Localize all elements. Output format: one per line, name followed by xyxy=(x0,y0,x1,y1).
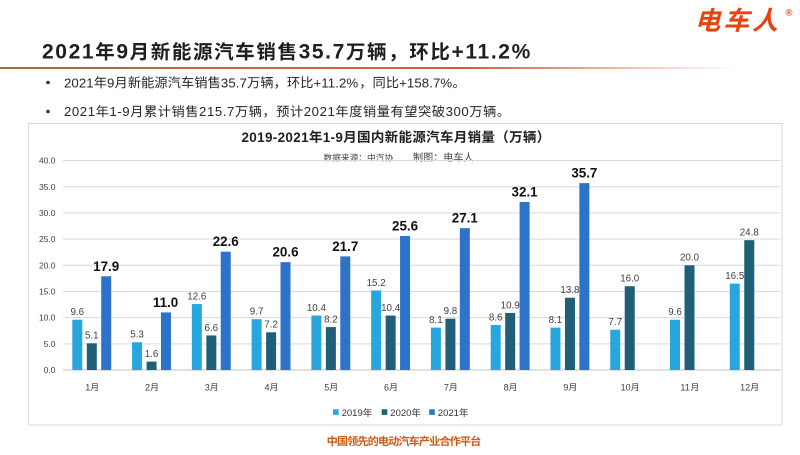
svg-text:+11.2%: +11.2% xyxy=(314,75,359,90)
svg-text:2019-2021: 2019-2021 xyxy=(241,130,309,145)
svg-text:10.0: 10.0 xyxy=(39,313,56,323)
svg-text:9.6: 9.6 xyxy=(668,307,682,318)
svg-text:8.1: 8.1 xyxy=(429,315,443,326)
svg-text:0.0: 0.0 xyxy=(44,365,56,375)
svg-text:9: 9 xyxy=(563,382,568,392)
svg-text:1.6: 1.6 xyxy=(145,349,159,360)
svg-text:17.9: 17.9 xyxy=(93,259,119,274)
svg-text:7.2: 7.2 xyxy=(264,320,278,331)
svg-text:40.0: 40.0 xyxy=(39,156,56,166)
svg-text:5.1: 5.1 xyxy=(85,331,99,342)
svg-text:35.0: 35.0 xyxy=(39,182,56,192)
svg-text:6.6: 6.6 xyxy=(205,323,219,334)
svg-text:215.7: 215.7 xyxy=(199,104,235,119)
svg-text:4: 4 xyxy=(265,382,270,392)
svg-text:9: 9 xyxy=(116,41,129,64)
svg-text:13.8: 13.8 xyxy=(560,285,580,296)
svg-text:2021: 2021 xyxy=(42,41,95,64)
svg-text:35.7: 35.7 xyxy=(221,75,247,90)
svg-text:6: 6 xyxy=(384,382,389,392)
svg-text:1: 1 xyxy=(85,382,90,392)
svg-text:9.6: 9.6 xyxy=(70,307,84,318)
svg-text:16.5: 16.5 xyxy=(725,271,745,282)
svg-text:8.2: 8.2 xyxy=(324,314,338,325)
svg-text:22.6: 22.6 xyxy=(213,234,239,249)
svg-text:35.7: 35.7 xyxy=(299,41,346,64)
svg-text:12.6: 12.6 xyxy=(187,291,207,302)
svg-text:5.0: 5.0 xyxy=(44,339,56,349)
svg-text:10.4: 10.4 xyxy=(381,303,401,314)
svg-text:12: 12 xyxy=(740,382,750,392)
svg-text:2019: 2019 xyxy=(342,408,363,419)
svg-text:8.1: 8.1 xyxy=(549,315,563,326)
svg-text:5.3: 5.3 xyxy=(130,330,144,341)
svg-text:2021: 2021 xyxy=(438,408,459,419)
svg-text:2: 2 xyxy=(145,382,150,392)
svg-text:10.9: 10.9 xyxy=(501,300,520,311)
svg-text:8.6: 8.6 xyxy=(489,312,503,323)
svg-text:10.4: 10.4 xyxy=(307,303,327,314)
svg-text:25.6: 25.6 xyxy=(392,218,418,233)
svg-text:1-9: 1-9 xyxy=(109,104,130,119)
svg-text:32.1: 32.1 xyxy=(512,184,539,199)
svg-text:3: 3 xyxy=(205,382,210,392)
svg-text:15.2: 15.2 xyxy=(367,278,386,289)
svg-text:16.0: 16.0 xyxy=(620,274,640,285)
svg-text:5: 5 xyxy=(324,382,329,392)
svg-text:8: 8 xyxy=(504,382,509,392)
svg-text:20.0: 20.0 xyxy=(680,253,700,264)
svg-text:®: ® xyxy=(786,8,793,19)
svg-text:20.6: 20.6 xyxy=(272,245,298,260)
svg-text:25.0: 25.0 xyxy=(39,234,56,244)
svg-text:30.0: 30.0 xyxy=(39,208,56,218)
svg-text:35.7: 35.7 xyxy=(571,166,597,181)
svg-text:2021: 2021 xyxy=(64,104,96,119)
svg-text:2021: 2021 xyxy=(304,104,336,119)
svg-text:9.7: 9.7 xyxy=(250,307,264,318)
svg-text:15.0: 15.0 xyxy=(39,287,56,297)
svg-text:1-9: 1-9 xyxy=(323,130,343,145)
svg-text:7: 7 xyxy=(444,382,449,392)
svg-text:21.7: 21.7 xyxy=(332,239,358,254)
svg-text:11.0: 11.0 xyxy=(153,295,178,310)
svg-text:10: 10 xyxy=(621,382,631,392)
svg-text:27.1: 27.1 xyxy=(452,211,479,226)
svg-text:2021: 2021 xyxy=(64,75,94,90)
svg-text:24.8: 24.8 xyxy=(740,228,760,239)
svg-text:2020: 2020 xyxy=(390,408,411,419)
svg-text:300: 300 xyxy=(446,104,470,119)
svg-text:9.8: 9.8 xyxy=(444,306,458,317)
svg-text:20.0: 20.0 xyxy=(39,260,56,270)
svg-text:9: 9 xyxy=(107,75,114,90)
svg-text:+158.7%: +158.7% xyxy=(399,75,452,90)
svg-text:11: 11 xyxy=(680,382,689,392)
svg-text:7.7: 7.7 xyxy=(608,317,622,328)
svg-text:+11.2%: +11.2% xyxy=(452,41,532,64)
